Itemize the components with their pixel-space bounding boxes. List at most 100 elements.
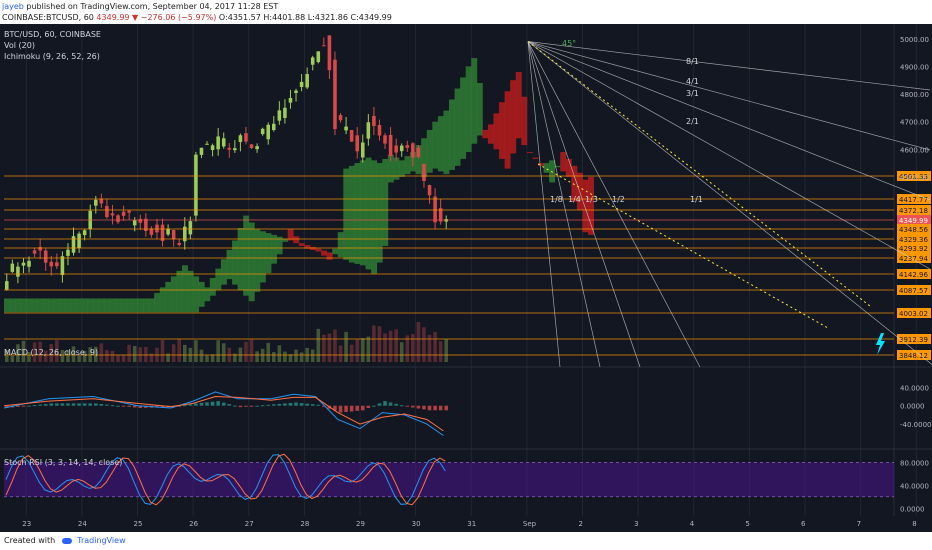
macd-histogram-bar	[238, 405, 243, 408]
macd-histogram-bar	[5, 405, 9, 408]
cloud-slice	[93, 298, 99, 313]
cloud-slice	[276, 236, 283, 255]
cloud-slice	[15, 298, 22, 313]
macd-histogram-bar	[66, 403, 70, 406]
cloud-slice	[109, 298, 116, 313]
cloud-slice	[37, 298, 44, 313]
tradingview-brand[interactable]: TradingView	[77, 536, 126, 545]
tradingview-logo-icon	[61, 537, 72, 544]
candle-body	[333, 59, 337, 130]
cloud-slice	[521, 96, 528, 146]
macd-histogram-bar	[55, 403, 59, 406]
candle-body	[433, 196, 437, 223]
price-level-label: 4142.96	[899, 271, 928, 279]
author-link[interactable]: jayeb	[2, 2, 24, 11]
volume-bar	[21, 340, 26, 362]
cloud-slice	[354, 163, 361, 264]
volume-bar	[322, 334, 326, 362]
candle-body	[32, 250, 37, 254]
volume-bar	[316, 328, 321, 362]
volume-bar	[205, 355, 209, 362]
created-with: Created with	[4, 536, 56, 545]
gann-fan-ray	[527, 41, 561, 368]
macd-histogram-bar	[71, 403, 76, 406]
volume-bars	[5, 321, 448, 362]
macd-histogram-bar	[288, 402, 293, 406]
macd-histogram-bar	[43, 403, 48, 406]
candle-body	[227, 147, 232, 150]
candle-body	[16, 266, 20, 277]
cloud-slice	[415, 145, 422, 175]
cloud-slice	[487, 124, 494, 144]
macd-histogram-bar	[210, 401, 215, 406]
macd-histogram-bar	[82, 403, 87, 406]
volume-bar	[216, 340, 220, 362]
macd-histogram-bar	[266, 404, 270, 406]
time-tick-label: 26	[189, 520, 198, 528]
candle-body	[149, 228, 154, 235]
cloud-slice	[187, 270, 194, 313]
price-tick-label: 4900.00	[900, 63, 929, 71]
candle-body	[366, 122, 371, 139]
cloud-slice	[209, 278, 216, 296]
cloud-slice	[126, 298, 133, 313]
macd-histogram-bar	[355, 405, 359, 411]
macd-histogram-bar	[110, 405, 115, 407]
cloud-slice	[332, 248, 339, 255]
macd-histogram-bar	[310, 404, 315, 406]
cloud-slice	[549, 160, 556, 183]
macd-histogram-bar	[338, 405, 343, 413]
candle-body	[55, 262, 59, 267]
candle-body	[10, 263, 15, 272]
candle-body	[255, 146, 259, 150]
cloud-slice	[287, 229, 294, 241]
macd-histogram-bar	[116, 405, 120, 407]
cloud-slice	[343, 168, 350, 260]
flash-icon[interactable]	[876, 333, 885, 355]
time-tick-label: 27	[245, 520, 254, 528]
volume-bar	[99, 343, 104, 362]
cloud-slice	[360, 160, 366, 266]
cloud-slice	[70, 298, 77, 313]
macd-histogram-bar	[227, 404, 232, 406]
price-tick-label: 5000.00	[900, 36, 929, 44]
candle-body	[383, 135, 387, 144]
ichimoku-cloud	[4, 58, 595, 313]
cloud-slice	[176, 270, 183, 313]
volume-bar	[327, 333, 332, 362]
cloud-slice	[220, 259, 227, 285]
volume-bar	[55, 340, 59, 362]
cloud-slice	[193, 276, 200, 313]
volume-bar	[288, 354, 293, 362]
macd-histogram-bar	[188, 404, 193, 406]
cloud-slice	[170, 276, 177, 313]
volume-bar	[38, 341, 42, 362]
gann-fan-ray	[527, 41, 932, 366]
cloud-slice	[437, 116, 444, 172]
volume-bar	[266, 342, 270, 362]
cloud-slice	[120, 298, 127, 313]
cloud-slice	[198, 281, 205, 307]
cloud-slice	[215, 268, 222, 291]
cloud-slice	[165, 281, 172, 313]
time-tick-label: 29	[356, 520, 365, 528]
candle-body	[27, 260, 31, 267]
cloud-slice	[376, 163, 383, 263]
candle-body	[132, 220, 137, 226]
candle-body	[438, 208, 443, 222]
cloud-slice	[515, 71, 522, 139]
cloud-slice	[293, 236, 300, 244]
volume-bar	[299, 352, 304, 362]
cloud-slice	[476, 82, 483, 136]
cloud-slice	[387, 154, 394, 183]
candle-body	[116, 215, 120, 223]
price-level-tag	[897, 269, 931, 279]
volume-bar	[433, 331, 437, 362]
volume-bar	[183, 344, 187, 362]
macd-legend: MACD (12, 26, close, 9)	[4, 348, 98, 357]
macd-histogram-bar	[138, 405, 143, 408]
macd-histogram-bar	[277, 403, 282, 406]
cloud-slice	[271, 234, 277, 264]
cloud-slice	[243, 215, 250, 296]
macd-histogram-bar	[32, 405, 37, 407]
